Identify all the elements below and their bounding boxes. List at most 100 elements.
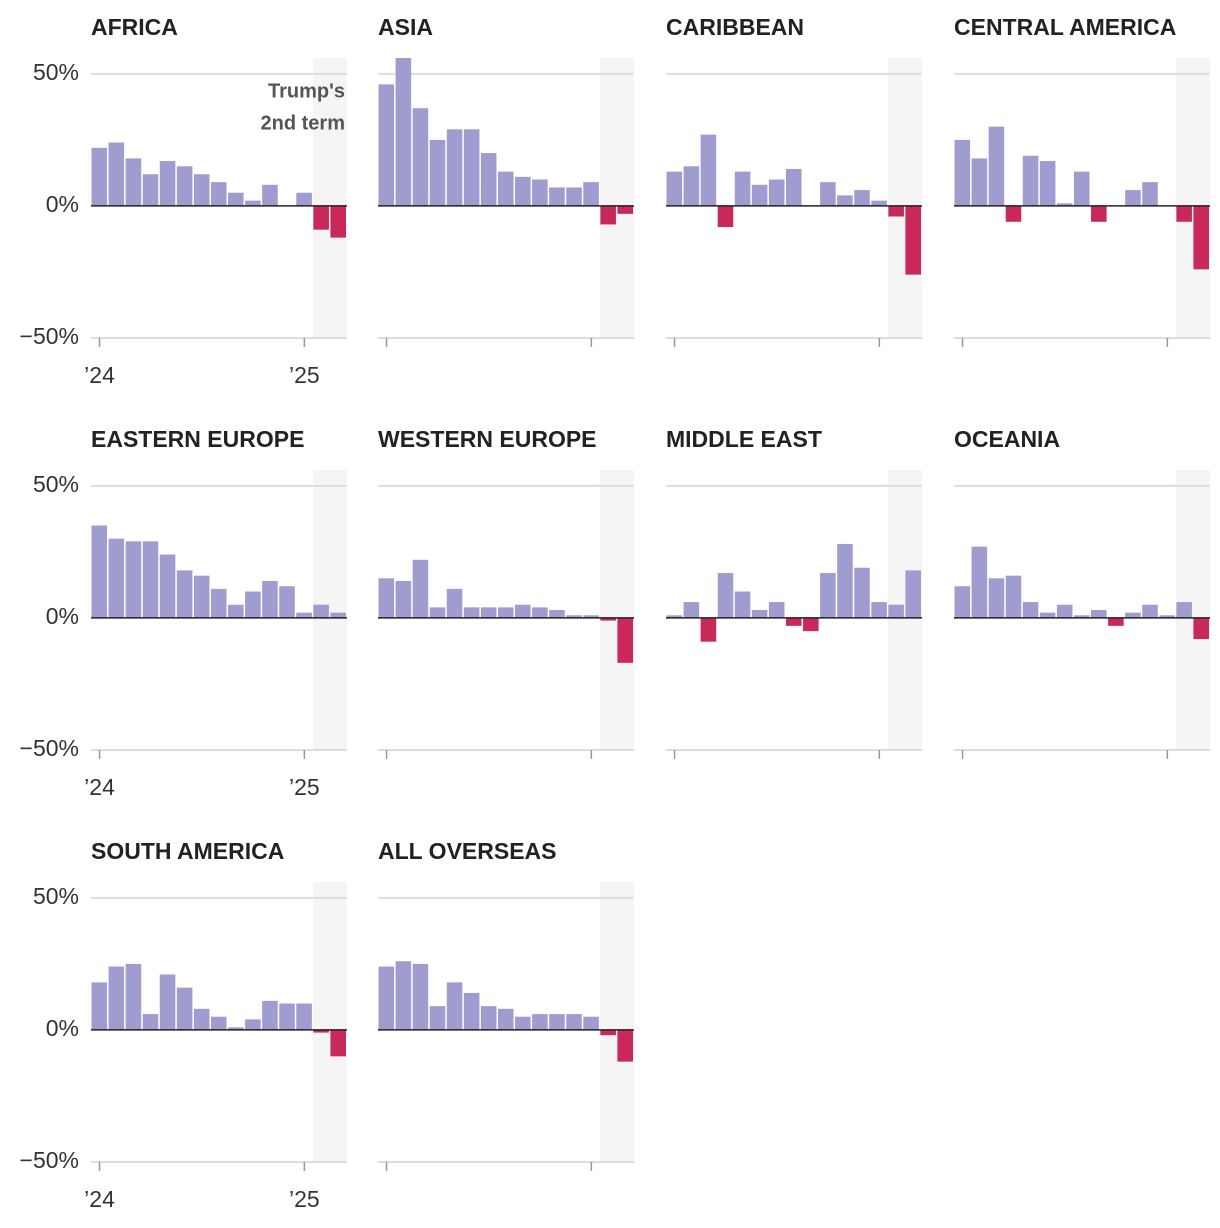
- panel-title: MIDDLE EAST: [666, 426, 822, 452]
- bar: [463, 607, 480, 618]
- bar: [515, 176, 531, 206]
- y-tick-label: −50%: [20, 735, 79, 761]
- bar: [1073, 171, 1090, 206]
- bar: [142, 541, 159, 618]
- bar: [1022, 602, 1039, 618]
- bar: [549, 1014, 565, 1030]
- bar: [1039, 161, 1056, 206]
- bar: [330, 1029, 346, 1057]
- bar: [296, 192, 312, 206]
- bar: [988, 578, 1005, 618]
- bar: [1091, 205, 1107, 222]
- bar: [803, 617, 819, 632]
- bar: [91, 982, 108, 1030]
- bar: [1159, 615, 1175, 618]
- bar: [193, 575, 210, 618]
- bar: [125, 963, 142, 1030]
- bar: [108, 142, 125, 206]
- bar: [245, 1019, 261, 1030]
- bar: [245, 200, 261, 206]
- bar: [683, 166, 700, 206]
- bar: [1073, 615, 1090, 618]
- bar: [549, 187, 565, 206]
- bar: [210, 182, 227, 206]
- bar: [228, 604, 244, 618]
- bar: [768, 602, 785, 618]
- bar: [463, 129, 480, 206]
- bar: [954, 586, 971, 618]
- bar: [497, 1008, 514, 1030]
- bar: [159, 161, 176, 206]
- bar: [142, 1014, 159, 1030]
- bar: [262, 580, 278, 618]
- bar: [279, 586, 295, 618]
- bar: [228, 192, 244, 206]
- bar: [1125, 612, 1141, 618]
- y-tick-label: 0%: [46, 1015, 79, 1041]
- bar: [446, 588, 463, 618]
- bar: [700, 617, 717, 642]
- bar: [988, 126, 1005, 206]
- bar: [566, 187, 582, 206]
- bar: [429, 607, 446, 618]
- y-tick-label: 0%: [46, 603, 79, 629]
- bar: [313, 205, 329, 230]
- bar: [1056, 604, 1073, 618]
- bar: [905, 205, 921, 275]
- panel-title: ALL OVERSEAS: [378, 838, 557, 864]
- bar: [768, 179, 785, 206]
- bar: [395, 961, 412, 1030]
- annotation: 2nd term: [261, 112, 345, 134]
- highlight-band: [312, 58, 347, 338]
- panel-title: SOUTH AMERICA: [91, 838, 284, 864]
- y-tick-label: 50%: [33, 59, 79, 85]
- panel-title: OCEANIA: [954, 426, 1060, 452]
- bar: [480, 153, 497, 206]
- bar: [820, 573, 836, 618]
- bar: [412, 559, 429, 618]
- bar: [971, 158, 988, 206]
- panel-title: WESTERN EUROPE: [378, 426, 597, 452]
- bar: [279, 1003, 295, 1030]
- bar: [617, 205, 633, 214]
- bar: [313, 604, 329, 618]
- bar: [617, 617, 633, 663]
- bar: [666, 171, 683, 206]
- bar: [820, 182, 836, 206]
- bar: [108, 966, 125, 1030]
- bar: [566, 1014, 582, 1030]
- bar: [1176, 205, 1192, 222]
- bar: [210, 1016, 227, 1030]
- bar: [734, 591, 751, 618]
- bar: [532, 179, 548, 206]
- bar: [1022, 155, 1039, 206]
- panel-title: ASIA: [378, 14, 433, 40]
- bar: [91, 147, 108, 206]
- highlight-band: [599, 58, 634, 338]
- bar: [515, 1016, 531, 1030]
- panel-title: AFRICA: [91, 14, 178, 40]
- bar: [905, 570, 921, 618]
- bar: [971, 546, 988, 618]
- highlight-band: [312, 882, 347, 1162]
- bar: [176, 166, 193, 206]
- bar: [837, 195, 853, 206]
- bar: [954, 139, 971, 206]
- y-tick-label: 50%: [33, 883, 79, 909]
- bar: [1142, 182, 1158, 206]
- bar: [583, 182, 599, 206]
- bar: [378, 578, 395, 618]
- bar: [446, 982, 463, 1030]
- bar: [1005, 205, 1022, 222]
- bar: [515, 604, 531, 618]
- bar: [378, 966, 395, 1030]
- bar: [193, 1008, 210, 1030]
- bar: [429, 139, 446, 206]
- bar: [330, 205, 346, 238]
- bar: [666, 615, 683, 618]
- bar: [176, 987, 193, 1030]
- bar: [125, 541, 142, 618]
- bar: [1005, 575, 1022, 618]
- bar: [532, 607, 548, 618]
